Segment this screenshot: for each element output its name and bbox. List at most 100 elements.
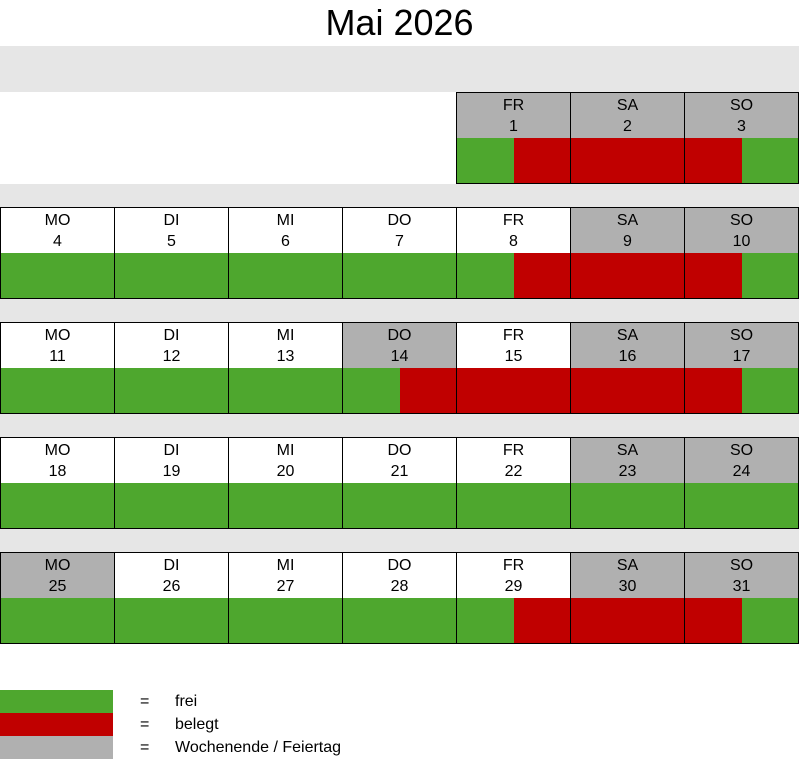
day-cell-21[interactable]: DO 21 [342, 437, 457, 484]
day-status-28[interactable] [342, 598, 457, 644]
day-cell-31[interactable]: SO 31 [684, 552, 799, 599]
legend-equals: = [140, 739, 150, 756]
weekday-label: FR [502, 442, 525, 459]
status-am-frei [457, 483, 514, 528]
day-status-5[interactable] [114, 253, 229, 299]
day-status-27[interactable] [228, 598, 343, 644]
weekday-label: MO [44, 327, 71, 344]
day-cell-2[interactable]: SA 2 [570, 92, 685, 139]
day-cell-10[interactable]: SO 10 [684, 207, 799, 254]
status-pm-belegt [399, 368, 456, 413]
day-status-9[interactable] [570, 253, 685, 299]
day-number: 2 [623, 118, 632, 135]
day-number: 7 [395, 233, 404, 250]
day-status-4[interactable] [0, 253, 115, 299]
day-status-19[interactable] [114, 483, 229, 529]
weekday-label: MI [276, 327, 295, 344]
weekday-label: SA [616, 97, 639, 114]
legend-equals: = [140, 716, 150, 733]
status-am-frei [229, 483, 286, 528]
day-cell-12[interactable]: DI 12 [114, 322, 229, 369]
day-cell-23[interactable]: SA 23 [570, 437, 685, 484]
status-am-belegt [571, 598, 628, 643]
day-status-20[interactable] [228, 483, 343, 529]
day-cell-30[interactable]: SA 30 [570, 552, 685, 599]
status-pm-frei [513, 483, 570, 528]
day-status-29[interactable] [456, 598, 571, 644]
day-cell-11[interactable]: MO 11 [0, 322, 115, 369]
day-number: 15 [504, 348, 523, 365]
day-status-14[interactable] [342, 368, 457, 414]
day-cell-27[interactable]: MI 27 [228, 552, 343, 599]
status-am-frei [343, 598, 400, 643]
day-status-11[interactable] [0, 368, 115, 414]
status-am-frei [1, 253, 58, 298]
status-am-frei [343, 368, 400, 413]
day-cell-8[interactable]: FR 8 [456, 207, 571, 254]
day-status-25[interactable] [0, 598, 115, 644]
day-cell-6[interactable]: MI 6 [228, 207, 343, 254]
day-status-17[interactable] [684, 368, 799, 414]
day-cell-26[interactable]: DI 26 [114, 552, 229, 599]
day-status-16[interactable] [570, 368, 685, 414]
status-am-frei [457, 138, 514, 183]
day-cell-19[interactable]: DI 19 [114, 437, 229, 484]
day-cell-3[interactable]: SO 3 [684, 92, 799, 139]
day-status-15[interactable] [456, 368, 571, 414]
weekday-label: DO [387, 327, 412, 344]
weekday-label: MO [44, 557, 71, 574]
day-status-24[interactable] [684, 483, 799, 529]
day-status-18[interactable] [0, 483, 115, 529]
day-status-8[interactable] [456, 253, 571, 299]
legend-label: belegt [175, 716, 219, 733]
weekday-label: SO [729, 442, 754, 459]
weekday-label: DO [387, 212, 412, 229]
day-cell-29[interactable]: FR 29 [456, 552, 571, 599]
legend-swatch [0, 713, 113, 736]
day-status-3[interactable] [684, 138, 799, 184]
weekday-label: SO [729, 327, 754, 344]
status-am-frei [115, 253, 172, 298]
day-cell-14[interactable]: DO 14 [342, 322, 457, 369]
day-status-23[interactable] [570, 483, 685, 529]
day-cell-18[interactable]: MO 18 [0, 437, 115, 484]
day-number: 1 [509, 118, 518, 135]
status-am-belegt [685, 598, 742, 643]
status-am-frei [1, 598, 58, 643]
day-cell-17[interactable]: SO 17 [684, 322, 799, 369]
day-number: 21 [390, 463, 409, 480]
day-cell-28[interactable]: DO 28 [342, 552, 457, 599]
day-status-1[interactable] [456, 138, 571, 184]
day-status-21[interactable] [342, 483, 457, 529]
day-cell-5[interactable]: DI 5 [114, 207, 229, 254]
weekday-label: SA [616, 212, 639, 229]
day-cell-13[interactable]: MI 13 [228, 322, 343, 369]
day-status-6[interactable] [228, 253, 343, 299]
day-status-2[interactable] [570, 138, 685, 184]
day-number: 26 [162, 578, 181, 595]
day-cell-9[interactable]: SA 9 [570, 207, 685, 254]
day-status-10[interactable] [684, 253, 799, 299]
weekday-label: SO [729, 97, 754, 114]
day-status-7[interactable] [342, 253, 457, 299]
day-cell-20[interactable]: MI 20 [228, 437, 343, 484]
day-status-22[interactable] [456, 483, 571, 529]
day-cell-15[interactable]: FR 15 [456, 322, 571, 369]
week-separator [0, 184, 799, 207]
day-status-12[interactable] [114, 368, 229, 414]
status-pm-frei [171, 253, 228, 298]
day-cell-4[interactable]: MO 4 [0, 207, 115, 254]
day-status-30[interactable] [570, 598, 685, 644]
day-cell-7[interactable]: DO 7 [342, 207, 457, 254]
day-status-13[interactable] [228, 368, 343, 414]
day-status-31[interactable] [684, 598, 799, 644]
day-number: 27 [276, 578, 295, 595]
day-status-26[interactable] [114, 598, 229, 644]
day-cell-24[interactable]: SO 24 [684, 437, 799, 484]
day-cell-1[interactable]: FR 1 [456, 92, 571, 139]
day-number: 9 [623, 233, 632, 250]
day-cell-22[interactable]: FR 22 [456, 437, 571, 484]
status-pm-frei [57, 483, 114, 528]
day-cell-16[interactable]: SA 16 [570, 322, 685, 369]
day-cell-25[interactable]: MO 25 [0, 552, 115, 599]
